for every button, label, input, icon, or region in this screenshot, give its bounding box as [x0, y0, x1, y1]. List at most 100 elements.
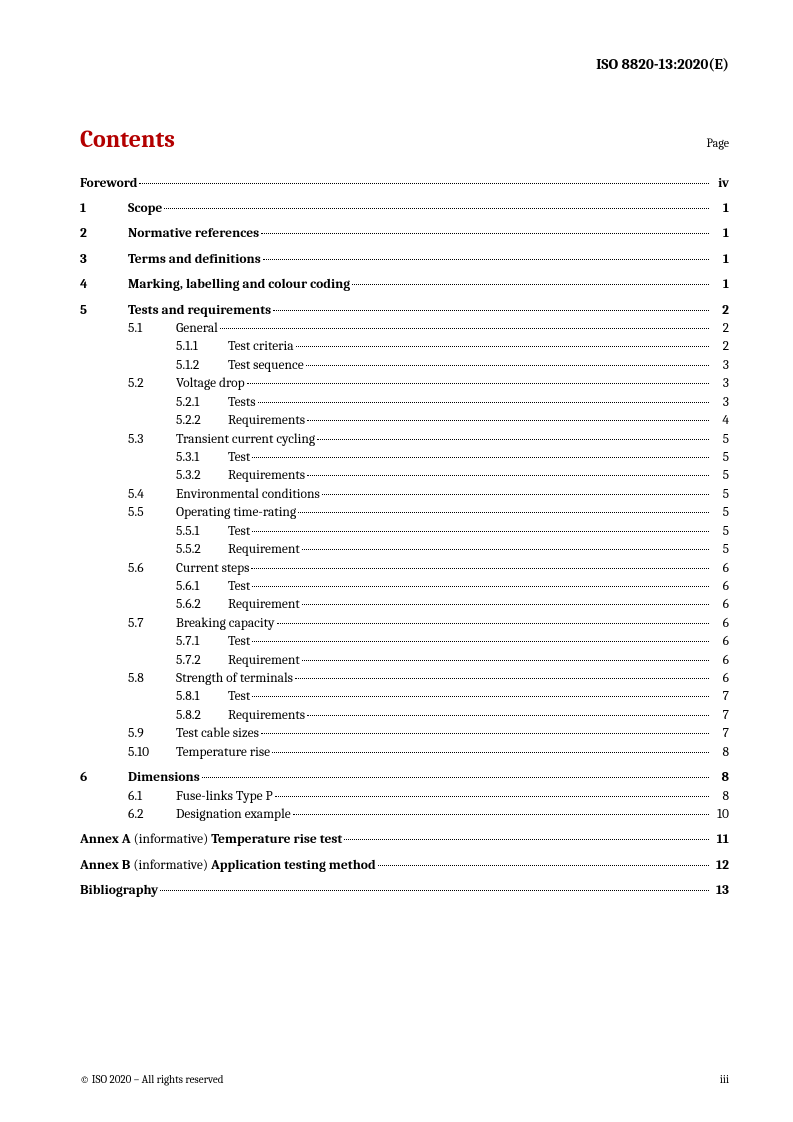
toc-leader	[307, 466, 709, 480]
toc-title: Bibliography	[80, 883, 158, 899]
toc-page: 6	[711, 616, 729, 632]
toc-title: Requirements	[228, 468, 305, 484]
toc-title: Dimensions	[128, 770, 200, 786]
toc-row: 5.7.2Requirement6	[80, 650, 729, 668]
toc-number: 5.9	[128, 726, 176, 742]
toc-row: 5Tests and requirements2	[80, 300, 729, 318]
toc-row: 5.1.1Test criteria2	[80, 337, 729, 355]
toc-number: 6	[80, 770, 128, 786]
toc-number: 5.8.2	[176, 708, 228, 724]
toc-row: 5.6.1Test6	[80, 576, 729, 594]
toc-number: 5.2	[128, 376, 176, 392]
toc-row: 6Dimensions 8	[80, 768, 729, 786]
toc-title: Voltage drop	[176, 376, 245, 392]
toc-row: 5.3Transient current cycling5	[80, 429, 729, 447]
toc-title: Environmental conditions	[176, 487, 320, 503]
toc-page: 8	[711, 745, 729, 761]
toc-leader	[307, 705, 709, 719]
toc-row: 5.8.1Test7	[80, 687, 729, 705]
toc-page: 5	[711, 487, 729, 503]
toc-row: 1Scope1	[80, 198, 729, 216]
toc-title: Annex B (informative) Application testin…	[80, 858, 376, 874]
document-id: ISO 8820-13:2020(E)	[80, 55, 729, 73]
toc-leader	[302, 595, 709, 609]
toc-row: 5.1General2	[80, 319, 729, 337]
toc-row: 5.8.2Requirements7	[80, 705, 729, 723]
toc-leader	[273, 300, 709, 314]
toc-page: 5	[711, 450, 729, 466]
toc-row: Bibliography13	[80, 881, 729, 899]
toc-leader	[272, 742, 709, 756]
toc-number: 5.1	[128, 321, 176, 337]
toc-row: 5.5.2Requirement5	[80, 540, 729, 558]
toc-page: 6	[711, 653, 729, 669]
toc-leader	[322, 484, 709, 498]
toc-title: Requirements	[228, 413, 305, 429]
toc-page: 5	[711, 542, 729, 558]
toc-leader	[298, 503, 709, 517]
page-number: iii	[720, 1073, 729, 1086]
toc-title: Requirement	[228, 542, 300, 558]
toc-leader	[251, 558, 709, 572]
toc-row: 5.3.2Requirements5	[80, 466, 729, 484]
toc-title: Scope	[128, 201, 162, 217]
toc-title: Fuse-links Type P	[176, 789, 273, 805]
toc-page: 6	[711, 671, 729, 687]
toc-number: 5.5.1	[176, 524, 228, 540]
toc-page: 1	[711, 201, 729, 217]
toc-title: Foreword	[80, 176, 137, 192]
toc-leader	[202, 768, 709, 782]
toc-page: 5	[711, 505, 729, 521]
toc-title: Transient current cycling	[176, 432, 315, 448]
toc-row: 5.5.1Test5	[80, 521, 729, 539]
toc-leader	[252, 687, 709, 701]
toc-leader	[139, 173, 709, 187]
toc-number: 5.7.2	[176, 653, 228, 669]
toc-row: 5.7Breaking capacity 6	[80, 613, 729, 631]
toc-page: 2	[711, 321, 729, 337]
toc-row: Forewordiv	[80, 173, 729, 191]
toc-page: 4	[711, 413, 729, 429]
toc-row: 4Marking, labelling and colour coding1	[80, 275, 729, 293]
toc-title: Marking, labelling and colour coding	[128, 277, 350, 293]
toc-title: Requirements	[228, 708, 305, 724]
toc-number: 5.7	[128, 616, 176, 632]
page: ISO 8820-13:2020(E) Contents Page Forewo…	[0, 0, 793, 1122]
toc-row: 5.2.1Tests3	[80, 392, 729, 410]
toc-leader	[261, 224, 709, 238]
toc-leader	[252, 576, 709, 590]
toc-title: Current steps	[176, 561, 249, 577]
toc-page: 7	[711, 689, 729, 705]
toc-title: Breaking capacity	[176, 616, 275, 632]
copyright-text: © ISO 2020 – All rights reserved	[80, 1073, 223, 1086]
toc-page: 12	[711, 858, 729, 874]
toc-title: Strength of terminals	[176, 671, 293, 687]
contents-title: Contents	[80, 125, 175, 153]
toc-title: Test	[228, 450, 250, 466]
toc-page: 8	[711, 770, 729, 786]
toc-number: 5.2.1	[176, 395, 228, 411]
toc-title: Test sequence	[228, 358, 304, 374]
toc-leader	[258, 392, 710, 406]
toc-page: 5	[711, 468, 729, 484]
toc-title: Test	[228, 689, 250, 705]
toc-number: 5.6.2	[176, 597, 228, 613]
toc-page: 8	[711, 789, 729, 805]
toc-number: 3	[80, 252, 128, 268]
toc-page: 2	[711, 339, 729, 355]
toc-row: 5.6.2Requirement6	[80, 595, 729, 613]
toc-title: Test criteria	[228, 339, 294, 355]
toc-title: Annex A (informative) Temperature rise t…	[80, 832, 342, 848]
toc-page: 3	[711, 358, 729, 374]
toc-number: 5.2.2	[176, 413, 228, 429]
toc-page: 6	[711, 561, 729, 577]
toc-number: 5.3	[128, 432, 176, 448]
toc-number: 5.6.1	[176, 579, 228, 595]
toc-leader	[247, 374, 709, 388]
toc-leader	[307, 411, 709, 425]
toc-title: Test	[228, 524, 250, 540]
toc-leader	[261, 724, 709, 738]
toc-row: 5.3.1Test5	[80, 447, 729, 465]
toc-number: 1	[80, 201, 128, 217]
toc-title: Normative references	[128, 226, 259, 242]
